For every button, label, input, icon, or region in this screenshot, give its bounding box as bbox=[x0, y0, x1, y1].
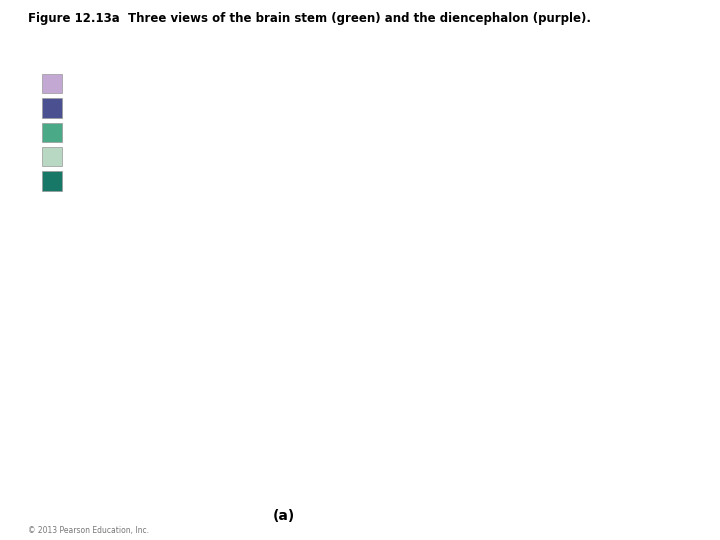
Bar bbox=[42, 98, 63, 118]
Text: © 2013 Pearson Education, Inc.: © 2013 Pearson Education, Inc. bbox=[27, 525, 149, 535]
Bar bbox=[42, 171, 63, 191]
Bar bbox=[42, 74, 63, 93]
Text: Figure 12.13a  Three views of the brain stem (green) and the diencephalon (purpl: Figure 12.13a Three views of the brain s… bbox=[27, 12, 590, 25]
Text: (a): (a) bbox=[273, 509, 295, 523]
Bar bbox=[42, 147, 63, 166]
Bar bbox=[42, 123, 63, 142]
